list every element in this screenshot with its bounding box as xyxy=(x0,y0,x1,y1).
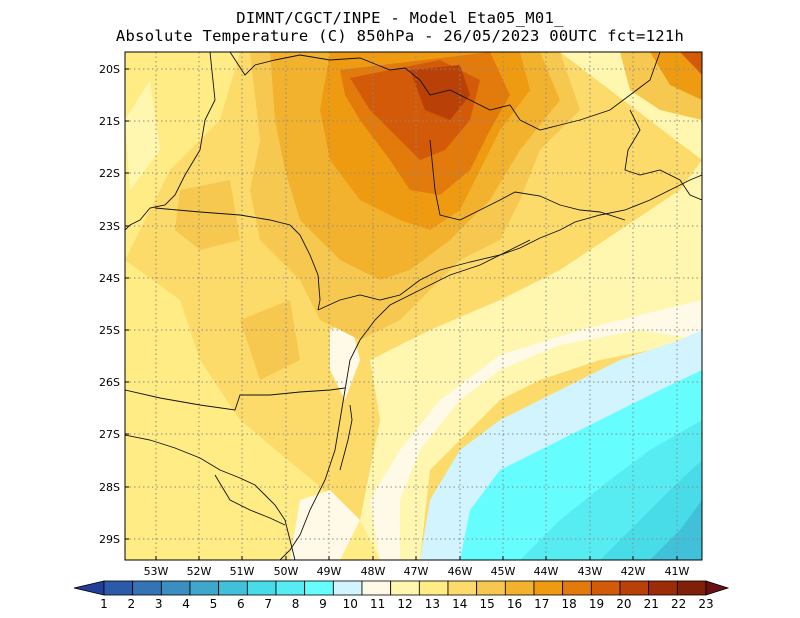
colorbar-segment xyxy=(103,580,134,596)
colorbar-label: 22 xyxy=(670,597,687,611)
lon-label: 45W xyxy=(491,565,516,578)
colorbar-segment xyxy=(533,580,564,596)
colorbar-label: 1 xyxy=(100,597,108,611)
lat-label: 23S xyxy=(99,220,120,233)
colorbar-segment xyxy=(304,580,334,596)
colorbar-label: 8 xyxy=(291,597,300,611)
colorbar-label: 9 xyxy=(319,597,327,611)
colorbar-segment xyxy=(476,580,506,596)
colorbar-label: 19 xyxy=(588,597,605,611)
colorbar-label: 10 xyxy=(342,597,358,611)
lat-label: 27S xyxy=(99,428,120,441)
lon-label: 49W xyxy=(317,565,342,578)
colorbar-label: 15 xyxy=(479,597,495,611)
lat-label: 25S xyxy=(99,324,120,337)
colorbar-segment xyxy=(218,580,248,596)
lon-label: 53W xyxy=(144,565,169,578)
lon-label: 48W xyxy=(361,565,386,578)
lon-label: 43W xyxy=(578,565,603,578)
colorbar-label: 20 xyxy=(616,597,632,611)
lat-label: 26S xyxy=(99,376,120,389)
lon-label: 50W xyxy=(274,565,299,578)
colorbar-segment xyxy=(332,580,363,596)
map-title-line1: DIMNT/CGCT/INPE - Model Eta05_M01_ xyxy=(236,9,564,27)
colorbar-segment xyxy=(132,580,162,596)
colorbar-segment xyxy=(246,580,277,596)
lat-label: 24S xyxy=(99,272,120,285)
colorbar-arrow-high xyxy=(705,580,730,596)
lon-label: 44W xyxy=(534,565,559,578)
colorbar-label: 4 xyxy=(182,597,190,611)
colorbar-segment xyxy=(562,580,592,596)
lat-label: 28S xyxy=(99,481,120,494)
lon-label: 52W xyxy=(187,565,212,578)
lon-label: 42W xyxy=(621,565,646,578)
colorbar-label: 3 xyxy=(154,597,163,611)
lon-label: 46W xyxy=(448,565,473,578)
colorbar-label: 21 xyxy=(643,597,659,611)
colorbar-label: 5 xyxy=(209,597,218,611)
plot-frame xyxy=(124,51,703,561)
colorbar-label: 13 xyxy=(424,597,440,611)
colorbar-label: 7 xyxy=(264,597,272,611)
colorbar-arrow-low xyxy=(73,580,105,596)
temperature-field xyxy=(125,52,702,560)
colorbar-segment xyxy=(418,580,449,596)
colorbar-label: 11 xyxy=(369,597,386,611)
colorbar-label: 16 xyxy=(506,597,523,611)
lat-label: 20S xyxy=(99,63,120,76)
colorbar-segment xyxy=(676,580,707,596)
colorbar-label: 2 xyxy=(127,597,136,611)
colorbar-label: 18 xyxy=(561,597,577,611)
colorbar-label: 23 xyxy=(698,597,714,611)
colorbar-label: 17 xyxy=(534,597,550,611)
colorbar-segment xyxy=(361,580,392,596)
colorbar-segment xyxy=(275,580,306,596)
latitude-labels: 20S 21S 22S 23S 24S 25S 26S 27S 28S 29S xyxy=(99,63,129,546)
lat-label: 29S xyxy=(99,533,120,546)
colorbar xyxy=(73,580,730,596)
colorbar-segment xyxy=(648,580,678,596)
lat-label: 22S xyxy=(99,167,120,180)
colorbar-segment xyxy=(619,580,650,596)
lon-label: 51W xyxy=(230,565,255,578)
colorbar-labels: 1 2 3 4 5 6 7 8 9 10 11 12 13 14 15 16 17 18 19 20 21 22 23 xyxy=(0,597,800,613)
graticule xyxy=(125,52,702,560)
colorbar-segment xyxy=(590,580,621,596)
colorbar-segment xyxy=(160,580,191,596)
colorbar-label: 14 xyxy=(452,597,468,611)
lat-label: 21S xyxy=(99,115,120,128)
lon-label: 41W xyxy=(665,565,690,578)
longitude-labels: 53W 52W 51W 50W 49W 48W 47W 46W 45W 44W 43W 42W 41W xyxy=(144,556,690,578)
lon-label: 47W xyxy=(404,565,429,578)
colorbar-label: 12 xyxy=(397,597,413,611)
map-title-line2: Absolute Temperature (C) 850hPa - 26/05/… xyxy=(115,27,685,45)
boundaries xyxy=(125,52,702,560)
colorbar-segment xyxy=(390,580,420,596)
colorbar-segment xyxy=(447,580,478,596)
colorbar-segment xyxy=(504,580,535,596)
colorbar-segment xyxy=(189,580,220,596)
colorbar-label: 6 xyxy=(236,597,245,611)
